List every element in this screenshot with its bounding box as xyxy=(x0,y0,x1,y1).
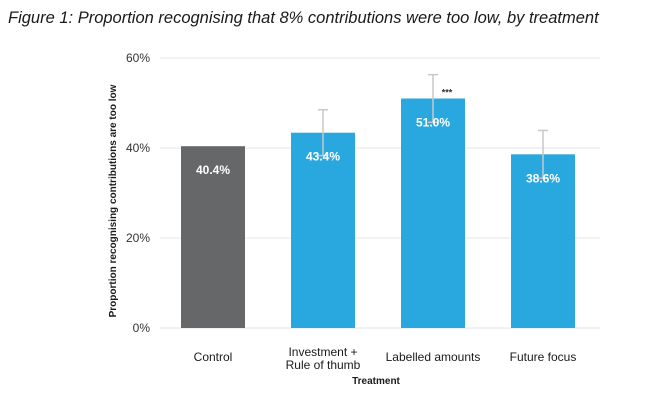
bar xyxy=(291,132,355,328)
bar-value-label: 40.4% xyxy=(196,163,230,177)
bar-value-label: 38.6% xyxy=(526,171,560,185)
y-tick-label: 0% xyxy=(133,321,151,335)
bars xyxy=(181,98,575,328)
x-tick-label: Investment + Rule of thumb xyxy=(286,345,361,372)
y-tick-label: 40% xyxy=(126,141,150,155)
bar xyxy=(511,154,575,328)
error-bars xyxy=(318,73,548,179)
bar xyxy=(181,146,245,328)
x-tick-labels: Control Investment + Rule of thumb Labelled… xyxy=(194,345,577,372)
bar xyxy=(401,98,465,328)
y-axis-title: Proportion recognising contributions are… xyxy=(108,84,119,317)
bar-value-label: 51.0% xyxy=(416,116,450,130)
y-tick-labels: 0% 20% 40% 60% xyxy=(126,51,150,335)
figure-title: Figure 1: Proportion recognising that 8%… xyxy=(8,9,599,27)
y-tick-label: 60% xyxy=(126,51,150,65)
x-tick-label: Labelled amounts xyxy=(386,350,481,364)
x-tick-label: Future focus xyxy=(510,350,577,364)
x-axis-title: Treatment xyxy=(352,376,400,387)
x-tick-label: Control xyxy=(194,350,233,364)
bar-value-label: 43.4% xyxy=(306,150,340,164)
y-tick-label: 20% xyxy=(126,231,150,245)
significance-marker: *** xyxy=(442,88,453,98)
bar-value-labels: 40.4% 43.4% *** 51.0% 38.6% xyxy=(196,88,560,186)
